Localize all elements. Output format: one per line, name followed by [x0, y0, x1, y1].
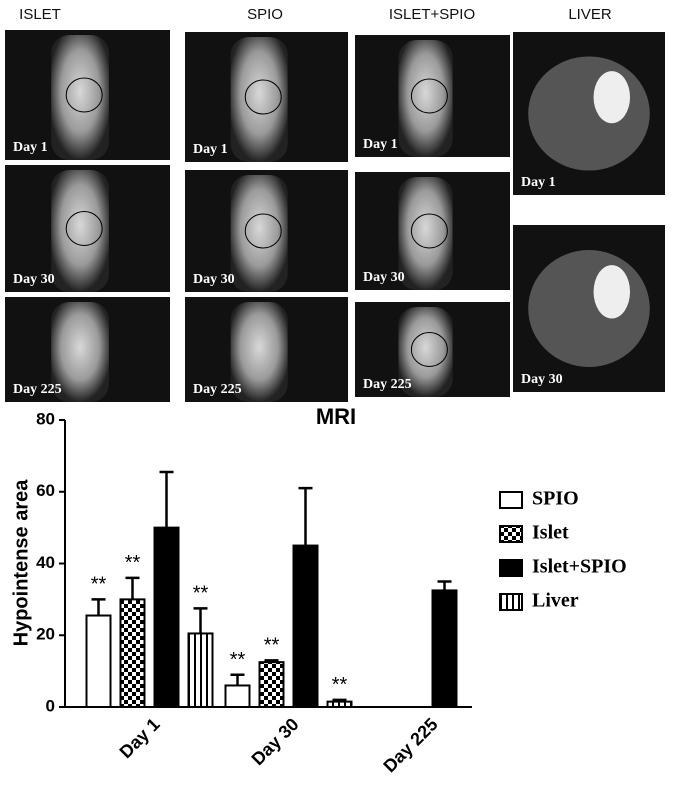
legend-label: Liver	[532, 590, 579, 612]
day-label: Day 30	[521, 372, 563, 387]
chart-title: MRI	[316, 404, 356, 429]
day-label: Day 1	[193, 142, 228, 157]
y-tick-label: 40	[36, 553, 55, 572]
significance-label: **	[230, 649, 246, 671]
bar	[187, 632, 214, 708]
day-label: Day 225	[193, 382, 242, 397]
roi-circle	[410, 213, 448, 249]
significance-label: **	[264, 635, 280, 657]
bone-shape	[398, 177, 453, 290]
error-bar	[193, 607, 208, 634]
significance-label: **	[91, 574, 107, 596]
legend-swatch	[499, 593, 523, 611]
y-tick-label: 60	[36, 481, 55, 500]
bar	[153, 526, 180, 708]
bone-shape	[51, 302, 109, 402]
y-tick-label: 20	[36, 625, 55, 644]
bone-shape	[51, 35, 109, 160]
significance-label: **	[125, 552, 141, 574]
roi-circle	[65, 77, 103, 113]
day-label: Day 30	[363, 270, 405, 285]
panel-header: SPIO	[247, 6, 283, 23]
legend-label: Islet+SPIO	[532, 556, 627, 578]
liver-bright	[593, 265, 631, 319]
error-bar	[159, 470, 174, 528]
liver-bright	[593, 71, 631, 124]
day-label: Day 1	[521, 175, 556, 190]
significance-label: **	[332, 674, 348, 696]
bone-shape	[398, 307, 453, 397]
bar	[224, 684, 251, 708]
panel-header: LIVER	[568, 6, 612, 23]
bone-shape	[51, 170, 109, 292]
bone-shape	[230, 37, 288, 162]
liver-shape	[528, 250, 650, 367]
legend-label: SPIO	[532, 488, 579, 510]
roi-circle	[410, 78, 448, 114]
bar	[85, 614, 112, 708]
bar	[119, 598, 146, 708]
y-axis-label: Hypointense area	[10, 479, 32, 647]
bar	[431, 589, 458, 708]
roi-circle	[244, 213, 282, 249]
bar	[258, 661, 285, 708]
day-label: Day 30	[193, 272, 235, 287]
bar	[292, 544, 319, 708]
error-bar	[298, 486, 313, 546]
roi-circle	[65, 211, 103, 246]
error-bar	[125, 576, 140, 600]
legend-label: Islet	[532, 522, 569, 544]
bone-shape	[230, 175, 288, 292]
significance-label: **	[193, 583, 209, 605]
panel-header: ISLET+SPIO	[389, 6, 475, 23]
y-tick-label: 0	[46, 696, 55, 715]
legend-swatch	[499, 525, 523, 543]
day-label: Day 1	[363, 137, 398, 152]
bone-shape	[230, 302, 288, 402]
roi-circle	[244, 79, 282, 115]
legend-swatch	[499, 559, 523, 577]
bone-shape	[398, 40, 453, 157]
x-tick-label: Day 1	[116, 714, 164, 762]
liver-shape	[528, 56, 650, 171]
day-label: Day 1	[13, 140, 48, 155]
bar	[326, 700, 353, 709]
day-label: Day 225	[13, 382, 62, 397]
error-bar	[437, 580, 452, 591]
roi-circle	[410, 332, 448, 367]
error-bar	[91, 598, 106, 616]
x-tick-label: Day 225	[379, 714, 441, 776]
x-tick-label: Day 30	[247, 714, 302, 769]
error-bar	[230, 673, 245, 686]
panel-header: ISLET	[19, 6, 61, 23]
y-tick-label: 80	[36, 409, 55, 428]
day-label: Day 30	[13, 272, 55, 287]
legend-swatch	[499, 491, 523, 509]
day-label: Day 225	[363, 377, 412, 392]
